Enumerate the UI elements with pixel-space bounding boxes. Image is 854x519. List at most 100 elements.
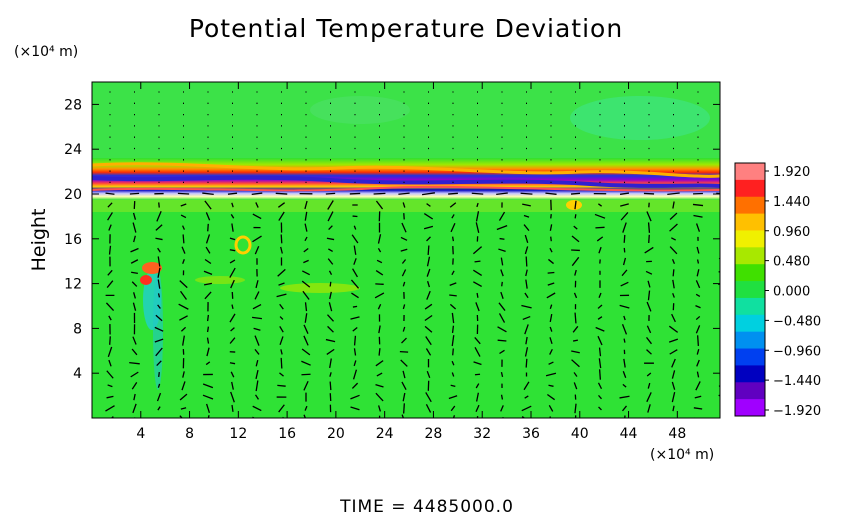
wind-vector	[451, 214, 455, 219]
wind-vector	[301, 360, 311, 366]
wind-vector	[549, 337, 553, 345]
wind-vector	[451, 270, 455, 276]
wind-vector	[304, 200, 308, 210]
wind-vector	[475, 222, 480, 233]
wind-vector	[154, 326, 164, 332]
wind-vector	[280, 349, 283, 355]
wind-vector	[155, 314, 163, 322]
wind-vector	[182, 371, 185, 378]
wind-vector	[695, 381, 701, 391]
warm-patch	[195, 276, 245, 284]
wind-vector	[132, 336, 137, 345]
wind-vector	[157, 304, 161, 309]
wind-vector	[621, 324, 628, 335]
wind-vector	[279, 303, 284, 310]
wind-vector	[255, 369, 259, 380]
wind-vector	[401, 337, 407, 344]
colorbar-swatch	[735, 213, 765, 231]
wind-vector	[496, 192, 508, 196]
wind-vector	[207, 415, 210, 418]
wind-vector	[722, 418, 723, 422]
wind-vector	[451, 325, 455, 333]
wind-vector	[255, 202, 259, 208]
wind-vector	[350, 279, 360, 289]
colorbar-swatch	[735, 382, 765, 400]
wind-vector	[133, 235, 136, 243]
wind-vector	[549, 313, 553, 323]
wind-vector	[352, 369, 358, 380]
wind-vector	[400, 359, 408, 367]
x-tick-label: 8	[185, 426, 194, 442]
wind-vector	[472, 269, 483, 276]
wind-vector	[303, 247, 309, 253]
wind-vector	[451, 236, 455, 242]
wind-vector	[303, 335, 309, 346]
wind-vector	[695, 280, 701, 289]
wind-vector	[500, 269, 504, 277]
wind-vector	[668, 338, 679, 343]
wind-vector	[573, 225, 578, 230]
wind-vector	[524, 292, 529, 299]
wind-vector	[160, 417, 162, 418]
wind-vector	[182, 335, 185, 346]
wind-vector	[449, 303, 457, 310]
wind-vector	[304, 405, 308, 411]
wind-vector	[231, 404, 234, 412]
colorbar-swatch	[735, 163, 765, 181]
wind-vector	[450, 405, 456, 412]
colorbar-label: 1.920	[773, 165, 810, 180]
wind-vector	[719, 405, 720, 407]
wind-vector	[521, 304, 532, 309]
wind-vector	[353, 348, 357, 356]
wind-vector	[351, 382, 359, 389]
wind-vector	[350, 406, 360, 411]
colorbar-label: 0.960	[773, 225, 810, 240]
wind-vector	[620, 212, 629, 221]
wind-vector	[254, 348, 260, 355]
wind-vector	[230, 214, 235, 219]
wind-vector	[524, 246, 529, 255]
wind-vector	[719, 309, 720, 312]
wind-vector	[255, 359, 259, 367]
wind-vector	[157, 256, 161, 267]
wind-vector	[375, 392, 384, 402]
wind-vector	[598, 369, 602, 380]
wind-vector	[572, 339, 579, 342]
wind-vector	[230, 391, 235, 403]
wind-vector	[231, 223, 234, 232]
wind-vector	[108, 359, 112, 367]
wind-vector	[301, 348, 311, 356]
y-axis-unit: (×10⁴ m)	[14, 44, 79, 60]
wind-vector	[548, 361, 554, 365]
wind-vector	[721, 314, 724, 323]
wind-vector	[426, 290, 431, 300]
wind-vector	[180, 290, 187, 300]
x-tick-label: 40	[571, 426, 589, 442]
wind-vector	[398, 192, 410, 195]
wind-vector	[570, 192, 581, 195]
wind-vector	[131, 281, 138, 287]
wind-vector	[400, 248, 408, 252]
colorbar-swatch	[735, 179, 765, 198]
wind-vector	[131, 382, 138, 390]
wind-vector	[671, 370, 676, 379]
wind-vector	[696, 259, 700, 264]
wind-vector	[597, 203, 603, 207]
cyan-patch	[570, 96, 710, 140]
wind-vector	[525, 279, 528, 289]
wind-vector	[202, 192, 214, 195]
y-tick-label: 8	[73, 321, 82, 337]
wind-vector	[499, 349, 505, 355]
upper-lighter-zone	[92, 82, 720, 162]
wind-vector	[378, 325, 381, 334]
wind-vector	[107, 212, 113, 221]
x-axis-unit: (×10⁴ m)	[650, 447, 715, 463]
wind-vector	[647, 280, 651, 288]
wind-vector	[205, 212, 211, 221]
wind-vector	[179, 393, 188, 401]
wind-vector	[647, 404, 651, 413]
wind-vector	[253, 327, 261, 331]
wind-vector	[279, 336, 284, 345]
wind-vector	[597, 304, 603, 309]
wind-vector	[131, 348, 138, 356]
